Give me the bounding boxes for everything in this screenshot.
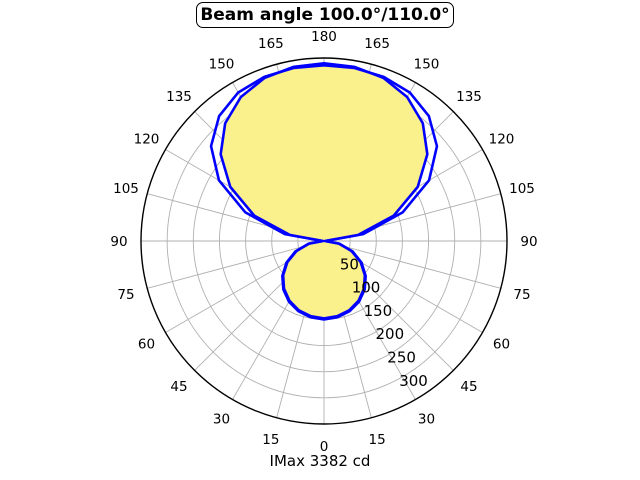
angular-tick-label: 60 [493,337,510,353]
angular-gridline [323,240,501,289]
chart-caption-imax: IMax 3382 cd [269,452,371,470]
angular-tick-label: 135 [456,89,482,105]
angular-tick-label: 45 [170,379,187,395]
radial-tick-label: 300 [399,372,428,390]
angular-tick-label: 30 [213,412,230,428]
radial-tick-label: 200 [376,325,405,343]
angular-tick-label: 15 [262,432,279,448]
angular-tick-label: 150 [414,57,440,73]
radial-tick-label: 50 [340,255,359,273]
polar-outline-circle [140,57,508,425]
angular-tick-label: 60 [138,337,155,353]
angular-tick-label: 120 [489,132,515,148]
angular-tick-label: 165 [364,36,390,52]
angular-tick-label: 165 [258,36,284,52]
chart-title: Beam angle 100.0°/110.0° [200,5,450,25]
series-fill-0 [220,63,428,320]
radial-tick-label: 150 [364,302,393,320]
radial-tick-label: 100 [352,279,381,297]
angular-tick-label: 75 [513,287,530,303]
radial-tick-label: 250 [387,349,416,367]
angular-tick-label: 75 [117,287,134,303]
angular-gridline [147,240,325,289]
angular-tick-label: 15 [369,432,386,448]
chart-title-box: Beam angle 100.0°/110.0° [196,2,454,28]
polar-outer-circle [140,57,508,425]
angular-tick-label: 105 [509,181,535,197]
angular-tick-label: 0 [320,439,329,455]
angular-tick-label: 180 [311,29,337,45]
angular-tick-label-layer: 0 15 30 45 60 75 90 105 120 135 150 165 180 165 150 135… [110,29,537,455]
angular-tick-label: 120 [134,132,160,148]
angular-tick-label: 30 [418,412,435,428]
angular-tick-label: 150 [209,57,235,73]
angular-tick-label: 105 [113,181,139,197]
series-line-1 [209,64,439,320]
polar-series-layer [209,61,439,321]
angular-tick-label: 90 [110,234,127,250]
angular-tick-label: 45 [460,379,477,395]
angular-tick-label: 90 [520,234,537,250]
radial-tick-label-layer: 50 100 150 200 250 300 [340,255,428,390]
angular-tick-label: 135 [166,89,192,105]
